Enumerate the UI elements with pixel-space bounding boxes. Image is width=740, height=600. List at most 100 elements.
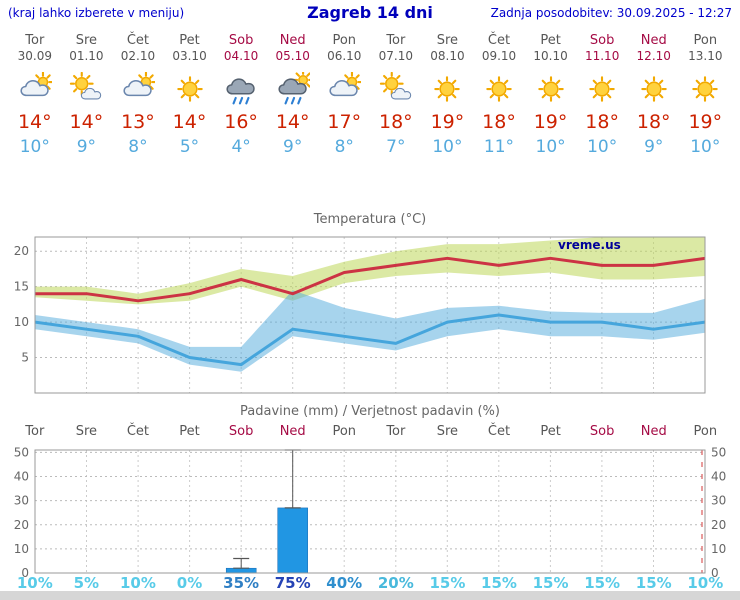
precip-day-label: Tor <box>386 424 406 439</box>
day-high-temp: 18° <box>585 111 619 133</box>
day-high-temp: 19° <box>688 111 723 133</box>
day-low-temp: 5° <box>179 137 200 157</box>
day-name: Čet <box>126 33 150 48</box>
precip-day-label: Sre <box>436 424 459 439</box>
precip-day-label: Čet <box>126 424 150 439</box>
day-column-3[interactable]: Čet 02.10 13° 8° <box>112 33 164 157</box>
day-name: Ned <box>640 33 667 48</box>
precip-y-tick-right: 50 <box>711 445 726 459</box>
day-low-temp: 8° <box>128 137 148 157</box>
day-name: Pon <box>332 33 357 48</box>
precip-probability: 10% <box>16 574 53 592</box>
rain-sun-icon <box>267 69 319 106</box>
day-column-4[interactable]: Pet 03.10 14° 5° <box>164 33 216 157</box>
day-low-temp: 11° <box>483 137 515 157</box>
day-high-temp: 14° <box>69 111 104 133</box>
day-date: 08.10 <box>430 49 465 63</box>
footer-bar <box>0 591 740 600</box>
day-column-14[interactable]: Pon 13.10 19° 10° <box>680 33 732 157</box>
precip-y-tick-left: 40 <box>14 470 29 484</box>
day-high-temp: 19° <box>533 111 568 133</box>
day-low-temp: 4° <box>231 137 251 157</box>
day-name: Pet <box>540 33 561 48</box>
precip-probability: 35% <box>223 574 260 592</box>
rain-bar <box>277 507 308 574</box>
day-column-6[interactable]: Ned 05.10 14° 9° <box>267 33 319 157</box>
precip-day-label: Čet <box>487 424 511 439</box>
watermark[interactable]: vreme.us <box>558 238 621 252</box>
day-low-temp: 7° <box>386 137 406 157</box>
day-date: 07.10 <box>378 49 414 63</box>
day-low-temp: 10° <box>587 137 618 157</box>
day-column-2[interactable]: Sre 01.10 14° 9° <box>61 33 113 157</box>
day-name: Pon <box>693 33 718 48</box>
temp-chart-title: Temperatura (°C) <box>313 212 427 227</box>
rain-bar <box>225 567 257 574</box>
day-column-8[interactable]: Tor 07.10 18° 7° <box>370 33 422 157</box>
day-low-temp: 9° <box>283 137 303 157</box>
precip-probability: 40% <box>326 574 363 592</box>
day-name: Ned <box>279 33 306 48</box>
day-low-temp: 10° <box>432 137 463 157</box>
day-date: 05.10 <box>275 49 310 63</box>
day-name: Sob <box>589 33 615 48</box>
sun-icon <box>680 72 732 106</box>
day-column-5[interactable]: Sob 04.10 16° 4° <box>215 33 267 157</box>
day-column-13[interactable]: Ned 12.10 18° 9° <box>628 33 680 157</box>
day-date: 01.10 <box>69 49 104 63</box>
precip-y-tick-right: 10 <box>711 542 726 556</box>
precip-y-tick-left: 20 <box>14 518 29 532</box>
min-temp-line <box>35 313 705 367</box>
day-date: 12.10 <box>636 49 671 63</box>
day-high-temp: 16° <box>224 111 258 133</box>
page-title: Zagreb 14 dni <box>307 3 433 22</box>
day-date: 06.10 <box>327 49 362 63</box>
day-high-temp: 18° <box>378 111 413 133</box>
rain-icon <box>215 72 267 106</box>
day-name: Sob <box>228 33 254 48</box>
day-column-11[interactable]: Pet 10.10 19° 10° <box>525 33 577 157</box>
day-high-temp: 14° <box>172 111 207 133</box>
day-high-temp: 17° <box>327 111 362 133</box>
precip-day-label: Pon <box>332 424 357 439</box>
day-date: 10.10 <box>533 49 568 63</box>
day-column-9[interactable]: Sre 08.10 19° 10° <box>422 33 474 157</box>
sun-icon <box>525 72 577 106</box>
temp-y-tick: 5 <box>21 351 29 365</box>
day-high-temp: 19° <box>430 111 465 133</box>
temp-y-tick: 15 <box>14 280 29 294</box>
min-temp-range <box>35 290 705 372</box>
day-column-7[interactable]: Pon 06.10 17° 8° <box>318 33 370 157</box>
precip-probability: 20% <box>377 574 414 592</box>
precip-probability: 15% <box>532 574 569 592</box>
day-date: 13.10 <box>688 49 723 63</box>
day-low-temp: 9° <box>76 137 97 157</box>
menu-hint: (kraj lahko izberete v meniju) <box>8 6 185 20</box>
sun-cloud-icon <box>370 71 422 106</box>
sun-cloud-icon <box>61 71 113 106</box>
precip-y-tick-right: 0 <box>711 566 719 580</box>
day-high-temp: 14° <box>17 111 52 133</box>
last-update: Zadnja posodobitev: 30.09.2025 - 12:27 <box>490 6 732 20</box>
sun-icon <box>422 72 474 106</box>
day-high-temp: 18° <box>482 111 516 133</box>
day-name: Sre <box>436 33 459 48</box>
day-column-12[interactable]: Sob 11.10 18° 10° <box>576 33 628 157</box>
day-column-1[interactable]: Tor 30.09 14° 10° <box>9 33 61 157</box>
sun-icon <box>628 72 680 106</box>
precip-day-label: Sob <box>589 424 615 439</box>
precip-y-tick-left: 50 <box>14 445 29 459</box>
cloud-sun-icon <box>9 71 61 106</box>
cloud-sun-icon <box>318 71 370 106</box>
day-date: 04.10 <box>223 49 259 63</box>
day-date: 09.10 <box>481 49 517 63</box>
precip-y-tick-right: 30 <box>711 494 726 508</box>
precip-chart-title: Padavine (mm) / Verjetnost padavin (%) <box>240 404 500 419</box>
precip-day-label: Pon <box>693 424 718 439</box>
precip-probability: 15% <box>429 574 466 592</box>
precip-y-tick-right: 20 <box>711 518 726 532</box>
precip-probability: 10% <box>119 574 156 592</box>
day-column-10[interactable]: Čet 09.10 18° 11° <box>473 33 525 157</box>
precip-y-tick-left: 0 <box>21 566 29 580</box>
